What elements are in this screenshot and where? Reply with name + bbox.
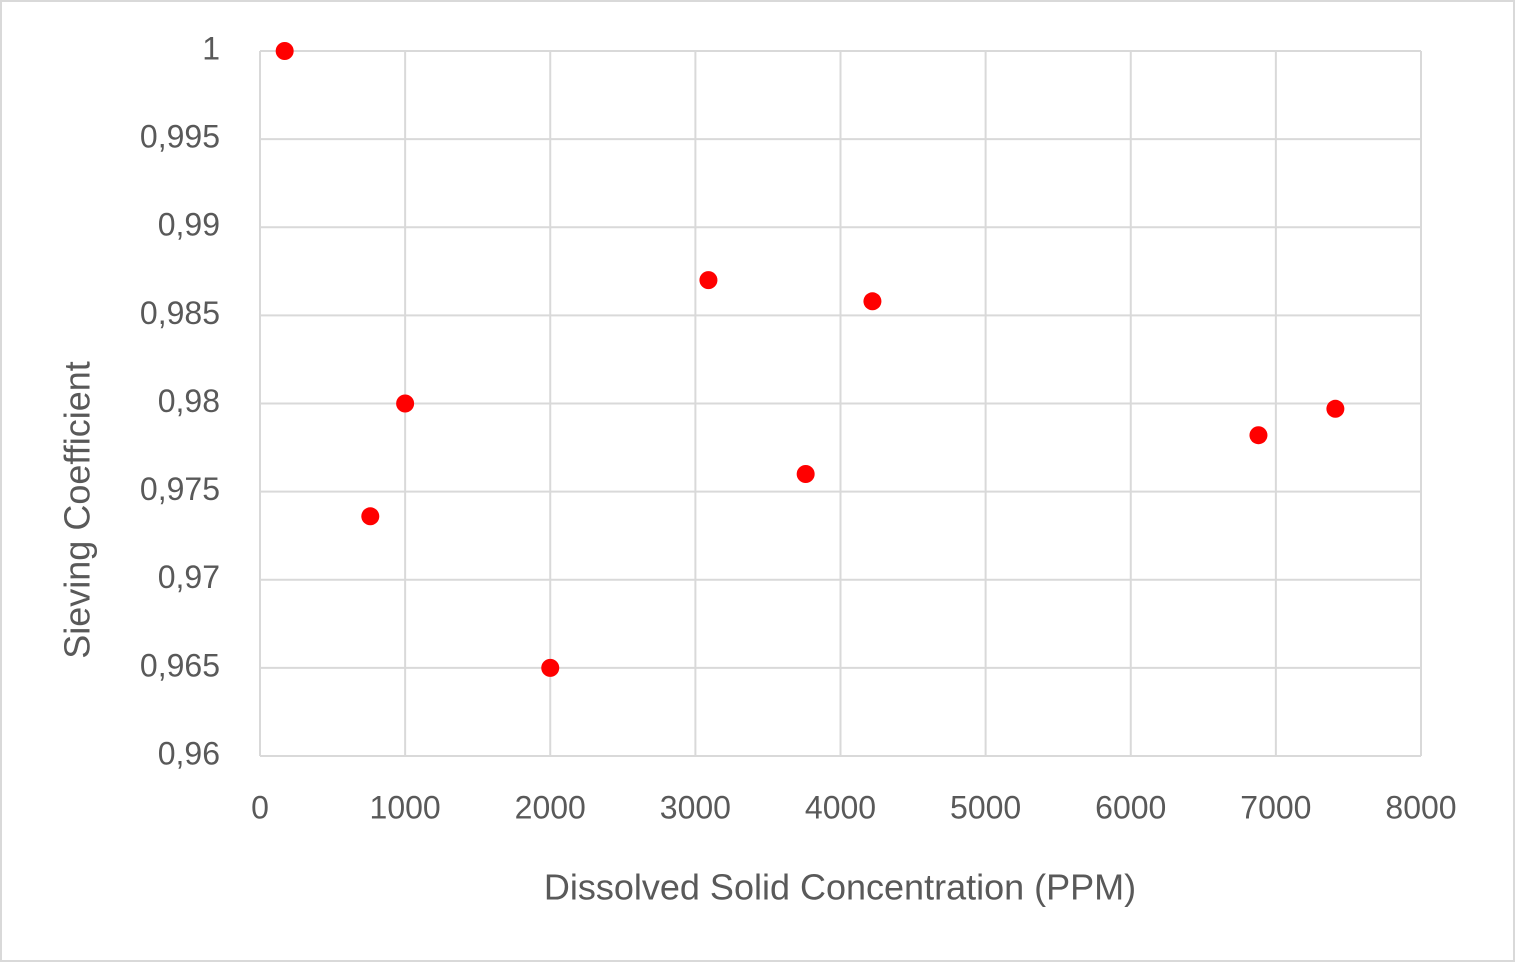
y-tick-label: 0,96 [158, 735, 220, 771]
x-tick-label: 3000 [660, 789, 731, 825]
x-tick-label: 6000 [1095, 789, 1166, 825]
y-tick-label: 0,97 [158, 559, 220, 595]
x-tick-label: 1000 [370, 789, 441, 825]
point [863, 292, 882, 311]
x-axis-label: Dissolved Solid Concentration (PPM) [544, 867, 1136, 908]
x-tick-label: 0 [251, 789, 269, 825]
y-tick-label: 0,985 [140, 295, 220, 331]
point [396, 394, 415, 413]
point [275, 42, 294, 60]
y-axis-label: Sieving Coefficient [57, 361, 98, 659]
x-tick-label: 4000 [805, 789, 876, 825]
x-tick-label: 2000 [515, 789, 586, 825]
point [361, 507, 380, 526]
point [699, 271, 718, 290]
point [1326, 399, 1345, 418]
x-tick-label: 7000 [1240, 789, 1311, 825]
x-tick-label: 8000 [1385, 789, 1456, 825]
point [541, 658, 560, 677]
y-tick-label: 0,965 [140, 647, 220, 683]
y-tick-label: 0,995 [140, 119, 220, 155]
y-tick-label: 0,975 [140, 471, 220, 507]
point [796, 465, 815, 483]
point [1249, 426, 1268, 445]
y-tick-label: 0,99 [158, 207, 220, 243]
x-tick-label: 5000 [950, 789, 1021, 825]
y-tick-label: 1 [202, 30, 220, 66]
y-tick-label: 0,98 [158, 383, 220, 419]
